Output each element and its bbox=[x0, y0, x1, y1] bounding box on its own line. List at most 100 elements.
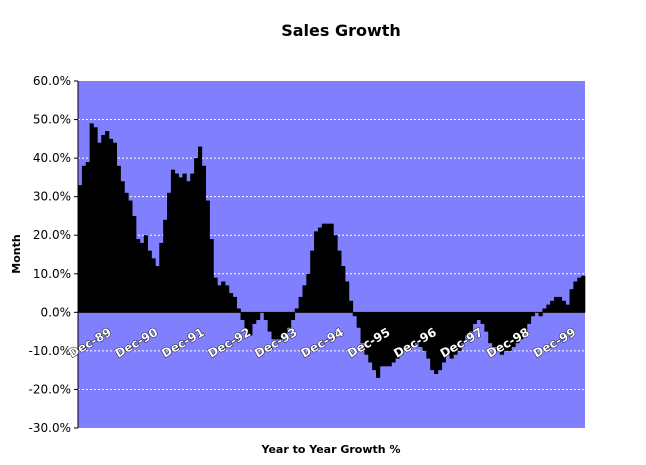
bar bbox=[526, 312, 532, 324]
bar bbox=[352, 312, 357, 317]
bar bbox=[492, 312, 497, 348]
bar bbox=[228, 293, 234, 313]
bar bbox=[557, 296, 563, 313]
bar bbox=[213, 277, 218, 313]
bar bbox=[495, 312, 501, 351]
bar bbox=[132, 215, 137, 313]
bar bbox=[468, 312, 474, 332]
bar bbox=[364, 312, 369, 355]
bar bbox=[124, 192, 129, 313]
bar bbox=[472, 312, 477, 324]
bar bbox=[248, 312, 253, 336]
bar bbox=[263, 312, 268, 321]
bar bbox=[244, 312, 249, 332]
bar bbox=[333, 235, 338, 313]
bar bbox=[341, 266, 346, 313]
bar bbox=[457, 312, 462, 351]
bar bbox=[205, 200, 210, 313]
bar bbox=[484, 312, 489, 332]
bar bbox=[453, 312, 458, 355]
bar bbox=[410, 312, 416, 348]
bar bbox=[89, 123, 94, 313]
bar bbox=[298, 296, 303, 313]
bar bbox=[85, 161, 90, 313]
bar bbox=[565, 304, 570, 313]
bar bbox=[499, 312, 505, 355]
bar bbox=[275, 312, 280, 340]
bar bbox=[569, 289, 574, 313]
bar bbox=[434, 312, 439, 375]
bar bbox=[256, 312, 261, 321]
bar bbox=[302, 285, 307, 313]
bar bbox=[159, 242, 164, 313]
bar bbox=[78, 185, 83, 313]
bar bbox=[147, 250, 152, 313]
bar bbox=[395, 312, 400, 359]
bar bbox=[186, 181, 191, 313]
bar bbox=[194, 158, 199, 313]
bar bbox=[112, 142, 117, 313]
bar bbox=[406, 312, 412, 348]
bar bbox=[201, 165, 207, 313]
chart-title: Sales Growth bbox=[281, 21, 401, 40]
bar bbox=[120, 181, 125, 313]
bar bbox=[337, 250, 342, 313]
bar bbox=[430, 312, 435, 371]
bar bbox=[488, 312, 493, 344]
bar bbox=[542, 308, 547, 313]
y-tick-label: 10.0% bbox=[33, 267, 71, 281]
bar bbox=[523, 312, 528, 332]
bar bbox=[449, 312, 454, 359]
bar bbox=[232, 296, 237, 313]
bar bbox=[368, 312, 373, 363]
bar bbox=[294, 308, 299, 313]
bar bbox=[550, 300, 555, 313]
bar bbox=[108, 138, 114, 313]
bar bbox=[554, 296, 559, 313]
bar bbox=[515, 312, 520, 344]
y-axis-title: Month bbox=[10, 234, 23, 273]
bar bbox=[445, 312, 450, 355]
bar bbox=[271, 312, 276, 340]
bar bbox=[441, 312, 446, 363]
bar bbox=[167, 192, 172, 313]
bar bbox=[383, 312, 388, 367]
bar bbox=[143, 235, 148, 313]
bar bbox=[503, 312, 508, 351]
bar bbox=[581, 275, 586, 313]
bar bbox=[217, 285, 222, 313]
y-tick-label: 30.0% bbox=[33, 190, 71, 204]
bar bbox=[379, 312, 385, 367]
bar bbox=[511, 312, 516, 348]
bar bbox=[290, 312, 296, 321]
bar bbox=[286, 312, 292, 328]
bar bbox=[240, 312, 245, 321]
bar bbox=[422, 312, 427, 351]
bar bbox=[139, 242, 145, 313]
bar bbox=[163, 219, 168, 313]
bar bbox=[321, 223, 326, 313]
bar bbox=[225, 285, 230, 313]
bar bbox=[174, 173, 179, 313]
bar bbox=[399, 312, 404, 355]
bar bbox=[101, 134, 106, 313]
bar bbox=[197, 146, 203, 313]
bar bbox=[136, 239, 141, 313]
bar bbox=[538, 312, 543, 317]
y-tick-label: 60.0% bbox=[33, 74, 71, 88]
y-tick-label: -10.0% bbox=[29, 344, 71, 358]
x-axis-title: Year to Year Growth % bbox=[261, 443, 401, 456]
bar bbox=[209, 239, 214, 313]
bar bbox=[461, 312, 466, 344]
y-tick-label: 40.0% bbox=[33, 151, 71, 165]
bar bbox=[317, 227, 323, 313]
bar bbox=[329, 223, 334, 313]
bar bbox=[81, 165, 87, 313]
bar bbox=[314, 231, 319, 313]
bar bbox=[577, 277, 582, 313]
y-tick-label: 50.0% bbox=[33, 113, 71, 127]
bar bbox=[465, 312, 470, 336]
bar bbox=[182, 173, 187, 313]
bar bbox=[116, 165, 121, 313]
